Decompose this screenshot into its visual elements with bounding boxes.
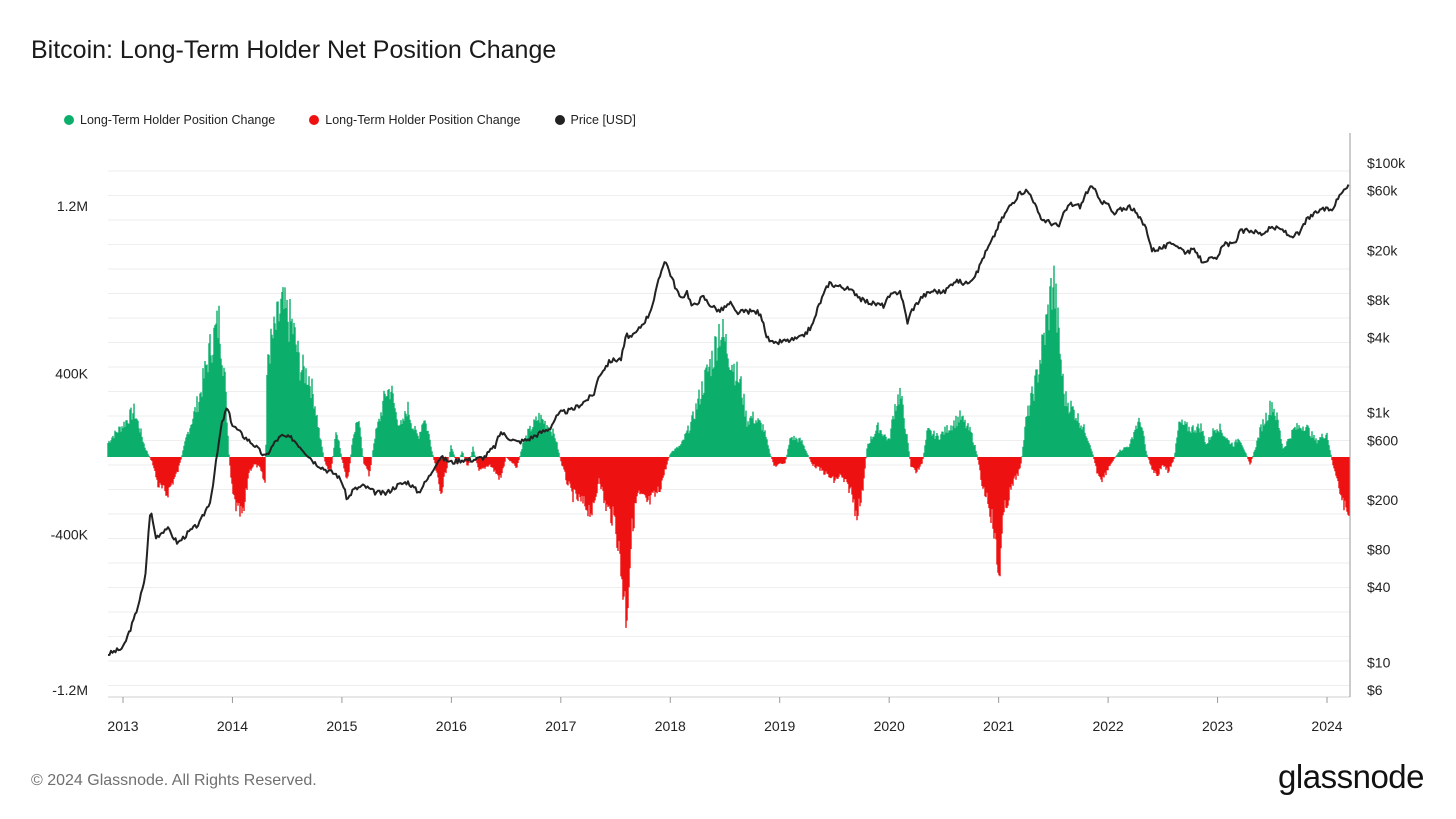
legend-label-positive: Long-Term Holder Position Change <box>80 113 276 127</box>
y-left-tick-label: -1.2M <box>52 682 88 698</box>
y-right-tick-label: $6 <box>1367 682 1383 698</box>
positive-change-area <box>107 265 1332 457</box>
grid-lines <box>108 170 1350 686</box>
legend-item-ltp-negative[interactable]: Long-Term Holder Position Change <box>309 113 521 127</box>
x-tick-label: 2018 <box>655 718 686 734</box>
y-right-tick-label: $60k <box>1367 183 1398 199</box>
x-tick-label: 2015 <box>326 718 357 734</box>
y-right-tick-label: $200 <box>1367 492 1398 508</box>
y-right-tick-label: $40 <box>1367 579 1391 595</box>
legend-dot-price <box>554 115 565 125</box>
copyright-footer: © 2024 Glassnode. All Rights Reserved. <box>31 772 317 789</box>
legend-label-negative: Long-Term Holder Position Change <box>325 113 521 127</box>
legend-item-ltp-positive[interactable]: Long-Term Holder Position Change <box>64 113 275 127</box>
y-right-tick-label: $80 <box>1367 542 1391 558</box>
legend-dot-positive <box>64 115 74 125</box>
x-tick-label: 2016 <box>436 718 467 734</box>
legend-item-price[interactable]: Price [USD] <box>554 113 636 127</box>
y-right-tick-label: $1k <box>1367 405 1391 421</box>
price-line-group <box>107 184 1350 656</box>
x-tick-label: 2017 <box>545 718 576 734</box>
x-tick-label: 2023 <box>1202 718 1233 734</box>
y-right-tick-label: $20k <box>1367 242 1398 258</box>
position-change-areas <box>107 265 1350 628</box>
negative-change-area <box>149 457 1350 628</box>
glassnode-logo: glassnode <box>1278 758 1424 795</box>
axes: 2013 2014 2015 2016 2017 2018 2019 2020 2021 2022… <box>51 133 1406 734</box>
y-left-tick-label: -400K <box>51 527 89 543</box>
chart-title: Bitcoin: Long-Term Holder Net Position C… <box>31 36 557 64</box>
y-right-tick-label: $10 <box>1367 654 1391 670</box>
x-tick-label: 2014 <box>217 718 248 734</box>
legend-dot-negative <box>309 115 320 125</box>
y-left-tick-label: 400K <box>55 365 88 381</box>
y-right-tick-label: $4k <box>1367 330 1391 346</box>
price-line <box>107 184 1350 656</box>
y-right-tick-label: $8k <box>1367 292 1391 308</box>
y-right-tick-label: $100k <box>1367 155 1406 171</box>
legend-label-price: Price [USD] <box>570 113 636 127</box>
x-tick-label: 2021 <box>983 718 1014 734</box>
x-tick-label: 2013 <box>107 718 138 734</box>
x-tick-label: 2020 <box>874 718 905 734</box>
x-tick-label: 2022 <box>1093 718 1124 734</box>
x-tick-label: 2019 <box>764 718 795 734</box>
x-tick-label: 2024 <box>1311 718 1342 734</box>
y-left-tick-label: 1.2M <box>57 198 88 214</box>
y-right-tick-label: $600 <box>1367 432 1398 448</box>
legend: Long-Term Holder Position Change Long-Te… <box>64 113 636 127</box>
